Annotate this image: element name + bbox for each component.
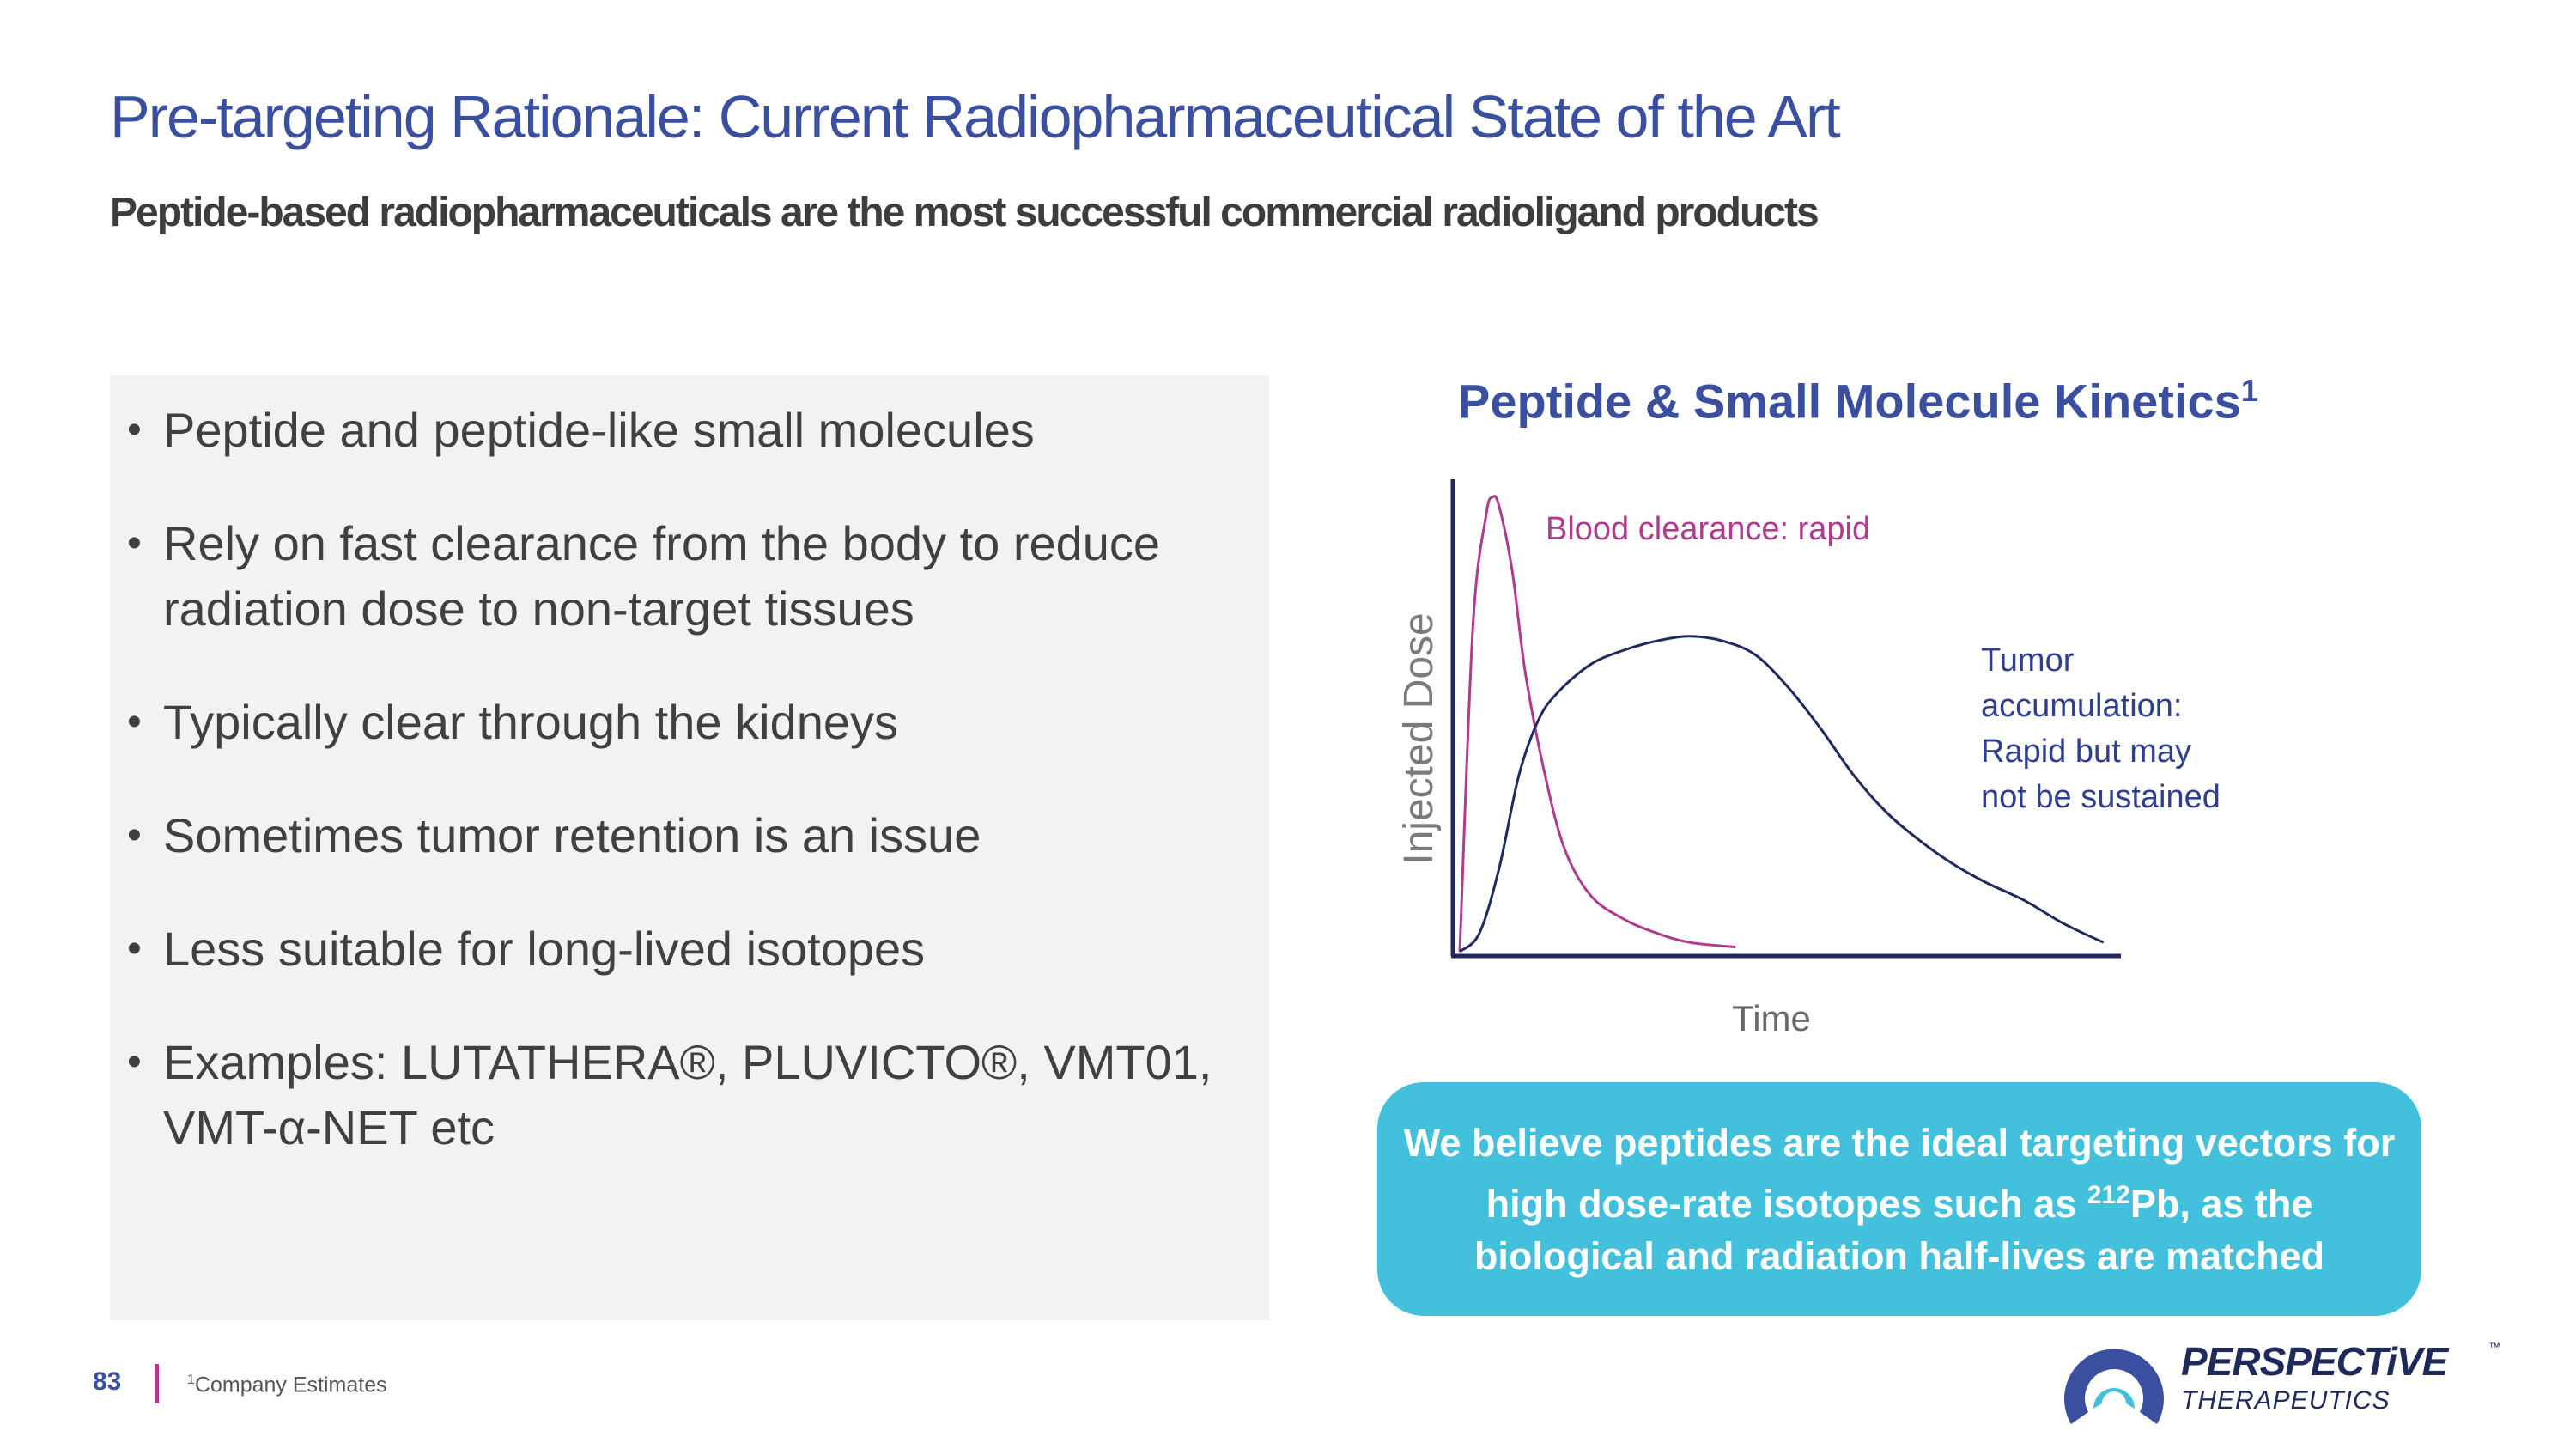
- logo-wordmark: PERSPECTiVE: [2181, 1339, 2448, 1384]
- chart-title-footnote: 1: [2240, 373, 2258, 408]
- bullet-line: Less suitable for long-lived isotopes: [163, 922, 926, 976]
- x-axis-label: Time: [1732, 998, 1811, 1038]
- bullet-line: Typically clear through the kidneys: [163, 695, 898, 749]
- bullet-line: Sometimes tumor retention is an issue: [163, 808, 981, 862]
- bullet-text: Sometimes tumor retention is an issue: [163, 803, 1236, 868]
- footnote-text: Company Estimates: [194, 1373, 387, 1397]
- bullet-line: radiation dose to non-target tissues: [163, 581, 914, 636]
- blood-clearance-line: [1458, 495, 1736, 953]
- bullet-line: Examples: LUTATHERA®, PLUVICTO®, VMT01,: [163, 1035, 1212, 1089]
- tumor-accumulation-line: [1458, 635, 2105, 953]
- chart-title-text: Peptide & Small Molecule Kinetics: [1458, 374, 2241, 429]
- bullet-line: VMT-α-NET etc: [163, 1100, 495, 1154]
- bullet-panel: • Peptide and peptide-like small molecul…: [110, 375, 1269, 1320]
- bullet-dot: •: [127, 699, 142, 745]
- callout-text-part: Pb, as the biological and radiation half…: [1473, 1181, 2325, 1278]
- callout-text: We believe peptides are the ideal target…: [1401, 1117, 2397, 1282]
- footer-divider: [155, 1364, 159, 1403]
- isotope-superscript: 212: [2087, 1180, 2130, 1209]
- page-title: Pre-targeting Rationale: Current Radioph…: [110, 83, 1841, 150]
- tumor-label-line: accumulation:: [1981, 688, 2182, 724]
- blood-clearance-label: Blood clearance: rapid: [1546, 511, 1870, 547]
- bullet-text: Rely on fast clearance from the body to …: [163, 511, 1236, 642]
- tumor-label-line: Tumor: [1981, 642, 2075, 679]
- callout-text-part: We believe peptides are the ideal target…: [1403, 1120, 2396, 1226]
- bullet-text: Typically clear through the kidneys: [163, 690, 1236, 755]
- bullet-text: Examples: LUTATHERA®, PLUVICTO®, VMT01, …: [163, 1030, 1236, 1160]
- bullet-text: Less suitable for long-lived isotopes: [163, 916, 1236, 982]
- logo-trademark: ™: [2488, 1340, 2500, 1354]
- bullet-line: Rely on fast clearance from the body to …: [163, 516, 1161, 570]
- tumor-label-line: not be sustained: [1981, 779, 2221, 815]
- bullet-dot: •: [127, 407, 142, 453]
- page-number: 83: [93, 1367, 122, 1396]
- kinetics-chart: Injected Dose Time Blood clearance: rapi…: [1396, 479, 2221, 1038]
- perspective-logo-icon: [2064, 1349, 2164, 1424]
- bullet-dot: •: [127, 521, 142, 566]
- footnote: 1Company Estimates: [187, 1373, 387, 1397]
- bullet-dot: •: [127, 813, 142, 858]
- logo-subtitle: THERAPEUTICS: [2181, 1386, 2391, 1415]
- bullet-dot: •: [127, 1039, 142, 1085]
- page-subtitle: Peptide-based radiopharmaceuticals are t…: [110, 190, 1820, 235]
- bullet-dot: •: [127, 926, 142, 971]
- callout-box: We believe peptides are the ideal target…: [1377, 1082, 2421, 1316]
- chart-title: Peptide & Small Molecule Kinetics1: [1458, 373, 2258, 429]
- chart-lines: [1458, 495, 2105, 953]
- bullet-text: Peptide and peptide-like small molecules: [163, 398, 1236, 463]
- y-axis-label: Injected Dose: [1396, 612, 1442, 865]
- footnote-marker: 1: [187, 1373, 195, 1387]
- bullet-line: Peptide and peptide-like small molecules: [163, 403, 1035, 457]
- tumor-label-line: Rapid but may: [1981, 734, 2191, 770]
